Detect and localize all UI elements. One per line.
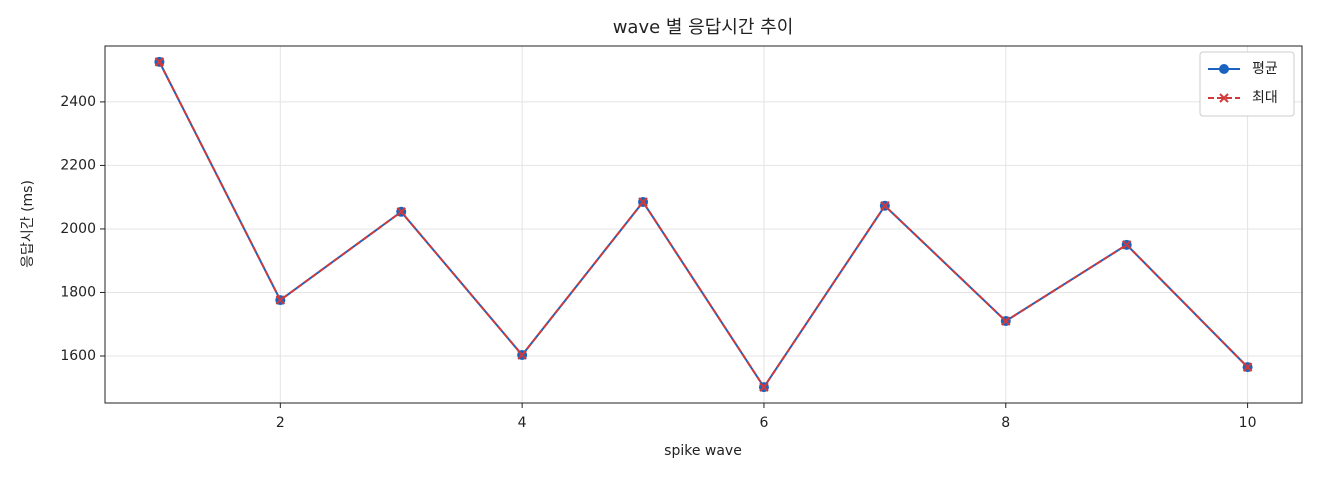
y-tick-label: 2000: [60, 221, 96, 237]
marker: [517, 350, 527, 360]
x-tick-label: 8: [1001, 415, 1010, 431]
line: [158, 61, 1249, 389]
line: [158, 61, 1249, 389]
legend-box: [1199, 51, 1295, 117]
marker: [880, 201, 890, 211]
y-tick-label: 1600: [60, 348, 96, 364]
y-tick-label: 2200: [60, 157, 96, 173]
legend-marker: [1219, 64, 1229, 74]
x-tick-label: 10: [1239, 415, 1257, 431]
marker: [396, 207, 406, 217]
plot-frame: [104, 45, 1303, 404]
x-tick-label: 4: [518, 415, 527, 431]
x-tick-label: 2: [276, 415, 285, 431]
y-tick-label: 2400: [60, 94, 96, 110]
marker: [154, 57, 165, 67]
y-tick-label: 1800: [60, 284, 96, 300]
chart-title: wave 별 응답시간 추이: [613, 17, 794, 38]
legend-label: 평균: [1252, 61, 1278, 77]
marker: [1121, 240, 1132, 250]
marker: [1001, 316, 1011, 326]
x-axis-label: spike wave: [664, 443, 742, 459]
y-axis-label: 응답시간 (ms): [20, 180, 36, 268]
legend-marker: [1219, 93, 1229, 103]
marker: [759, 382, 769, 392]
legend-label: 최대: [1252, 90, 1278, 106]
x-tick-label: 6: [759, 415, 768, 431]
marker: [275, 295, 286, 305]
marker: [638, 197, 648, 207]
marker: [1242, 362, 1253, 372]
